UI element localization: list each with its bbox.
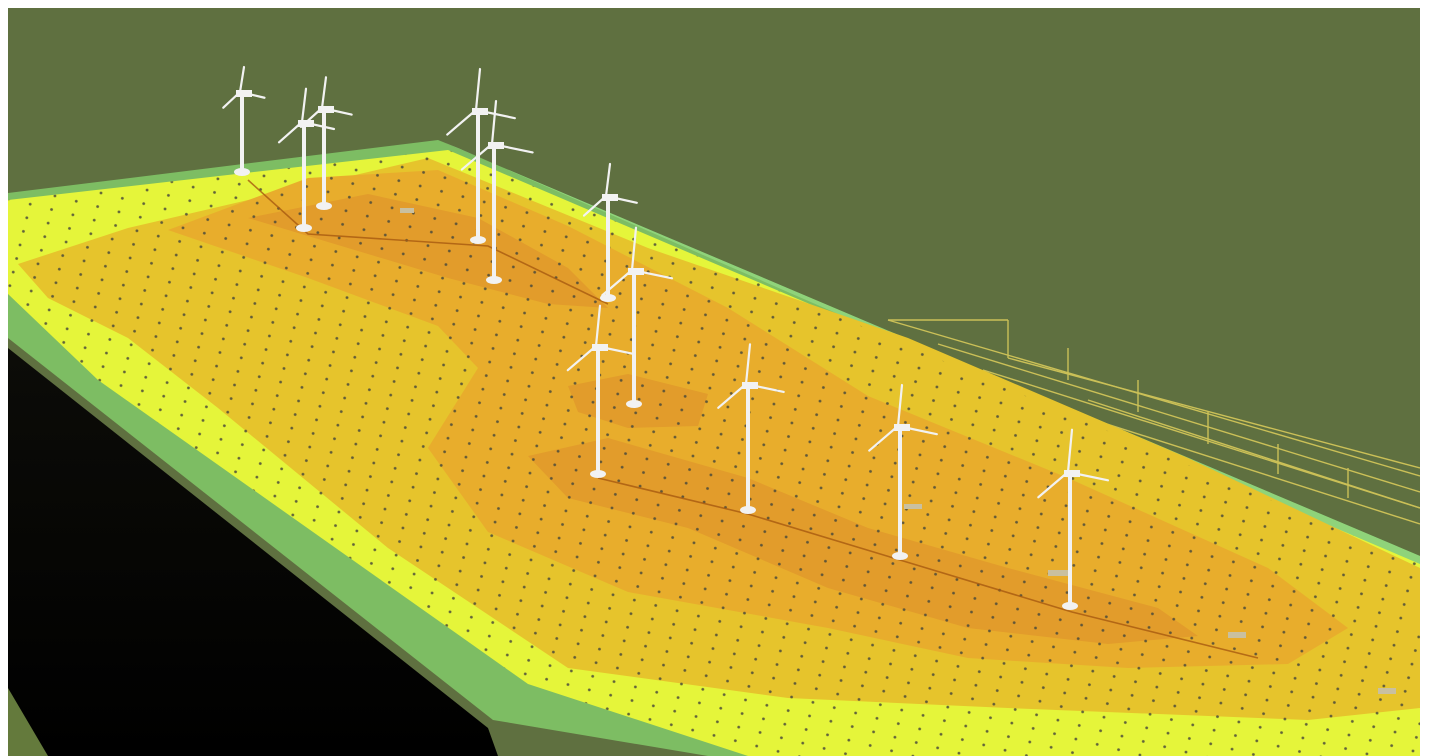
terrain-scene[interactable] — [8, 8, 1420, 756]
wind-turbine-icon[interactable] — [868, 383, 938, 560]
lower-left-green — [8, 688, 48, 756]
wind-turbine-icon[interactable] — [566, 304, 636, 478]
wind-turbine-icon[interactable] — [601, 226, 674, 408]
wind-turbine-icon[interactable] — [299, 76, 353, 210]
wind-farm-3d-viewport[interactable] — [8, 8, 1420, 756]
wind-turbine-icon[interactable] — [222, 65, 266, 176]
wind-turbines — [222, 65, 1110, 610]
wind-turbine-icon[interactable] — [717, 343, 785, 514]
wind-turbine-icon[interactable] — [460, 100, 534, 284]
terrain-cliff — [8, 348, 498, 756]
ground-markers — [400, 208, 1396, 694]
wind-turbine-icon[interactable] — [582, 162, 638, 302]
wind-turbine-icon[interactable] — [1037, 428, 1110, 610]
